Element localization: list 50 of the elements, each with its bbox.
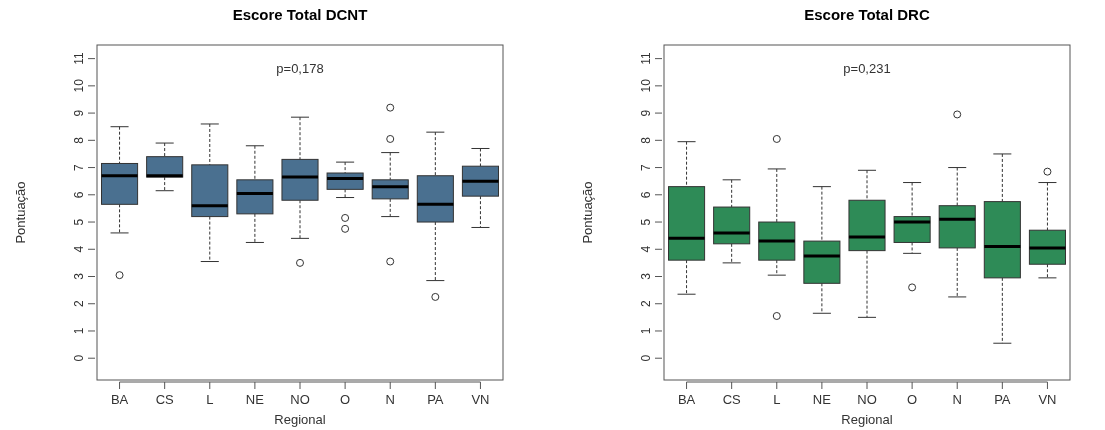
x-tick-label: L <box>773 392 781 407</box>
annotation: p=0,178 <box>276 61 324 76</box>
x-tick-label: N <box>952 392 962 407</box>
x-tick-label: NO <box>290 392 310 407</box>
x-tick-label: PA <box>427 392 444 407</box>
y-tick-label: 11 <box>72 52 86 65</box>
y-tick-label: 3 <box>639 272 653 280</box>
y-tick-label: 9 <box>72 109 86 117</box>
y-tick-label: 0 <box>72 354 86 362</box>
y-axis-title: Pontuação <box>580 181 595 244</box>
y-tick-label: 10 <box>72 78 86 93</box>
x-tick-label: VN <box>1038 392 1057 407</box>
y-tick-label: 9 <box>639 109 653 117</box>
x-axis-title: Regional <box>274 412 326 427</box>
y-tick-label: 7 <box>72 163 86 171</box>
x-tick-label: PA <box>994 392 1011 407</box>
y-tick-label: 0 <box>639 354 653 362</box>
y-tick-label: 10 <box>639 78 653 93</box>
x-tick-label: BA <box>110 392 129 407</box>
x-tick-label: CS <box>155 392 175 407</box>
chart-title: Escore Total DCNT <box>232 6 368 23</box>
y-tick-label: 4 <box>72 245 86 253</box>
y-tick-label: 2 <box>639 300 653 308</box>
y-tick-label: 4 <box>639 245 653 253</box>
y-tick-label: 6 <box>639 191 653 199</box>
y-tick-label: 2 <box>72 300 86 308</box>
y-tick-label: 1 <box>639 327 653 335</box>
x-tick-label: BA <box>677 392 696 407</box>
y-tick-label: 11 <box>639 52 653 65</box>
x-tick-label: O <box>907 392 918 407</box>
y-tick-label: 5 <box>72 218 86 226</box>
y-tick-label: 8 <box>639 136 653 144</box>
x-tick-label: CS <box>722 392 742 407</box>
x-tick-label: VN <box>471 392 490 407</box>
x-tick-label: NE <box>245 392 265 407</box>
chart-title: Escore Total DRC <box>804 6 930 23</box>
y-tick-label: 5 <box>639 218 653 226</box>
x-tick-label: N <box>385 392 395 407</box>
x-tick-label: L <box>206 392 214 407</box>
annotation: p=0,231 <box>843 61 891 76</box>
y-axis-title: Pontuação <box>13 181 28 244</box>
y-tick-label: 6 <box>72 191 86 199</box>
x-axis-title: Regional <box>841 412 893 427</box>
y-tick-label: 8 <box>72 136 86 144</box>
y-tick-label: 3 <box>72 272 86 280</box>
y-tick-label: 1 <box>72 327 86 335</box>
y-tick-label: 7 <box>639 163 653 171</box>
x-tick-label: NO <box>857 392 877 407</box>
x-tick-label: NE <box>812 392 832 407</box>
x-tick-label: O <box>340 392 351 407</box>
